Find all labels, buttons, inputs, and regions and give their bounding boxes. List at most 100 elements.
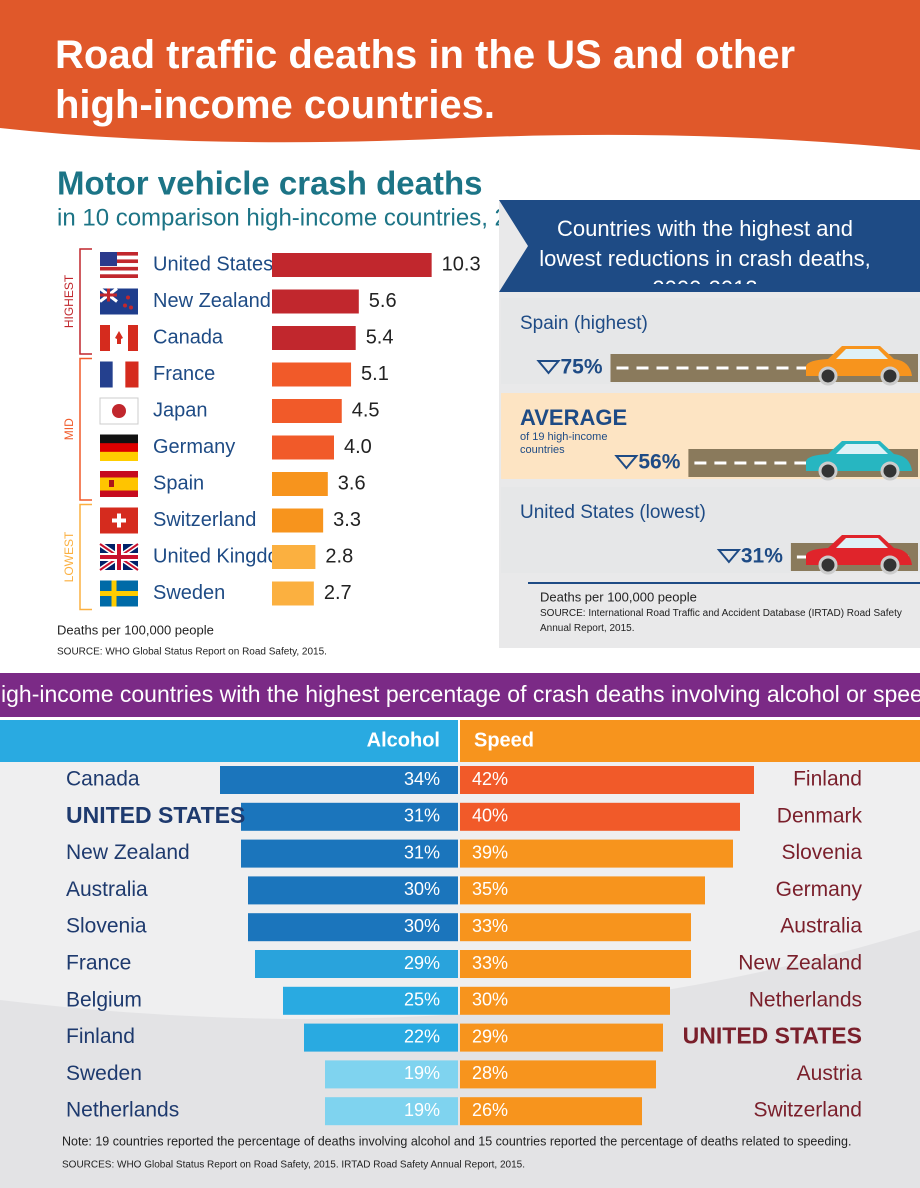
bar [272,289,359,314]
flag-part [100,288,117,302]
bottom-wave [0,930,920,1188]
flag-part [100,252,117,266]
car-wheel [880,461,900,481]
category-label: Netherlands [66,1099,179,1122]
flag [100,507,138,534]
bar [272,362,352,387]
category-label: UNITED STATES [683,1023,862,1049]
bar [460,913,691,942]
source: SOURCES: WHO Global Status Report on Roa… [62,1160,525,1171]
footnote: Note: 19 countries reported the percenta… [62,1134,851,1148]
flag-part [112,513,126,528]
category-label: Finland [793,768,862,791]
bar [272,508,324,533]
flag-part [125,361,139,388]
value-label: 30% [404,916,440,936]
bar [248,913,458,942]
car-window [836,538,888,548]
bar [272,399,342,423]
chart-title: Motor vehicle crash deaths [57,165,482,202]
category-label: UNITED STATES [66,802,245,828]
flag [100,434,138,461]
source: SOURCE: WHO Global Status Report on Road… [57,647,327,658]
flag-part [100,451,138,461]
group-label: LOWEST [62,531,76,582]
value-label: 3.3 [333,509,361,531]
bar [460,802,740,831]
dynamic-layer: HIGHEST United States 10.3 New Zealand 5.6 Ca… [62,248,920,1126]
header-band [0,0,920,150]
value-label: 2.7 [324,582,352,604]
down-arrow [614,455,639,470]
car-wheel [880,366,900,386]
source: SOURCE: International Road Traffic and A… [540,608,902,634]
value-label: 28% [472,1063,508,1083]
flag-part [100,259,138,264]
value-label: 29% [472,1026,508,1046]
bar [272,253,432,277]
flag-part [100,266,138,271]
category-label: Canada [153,326,224,348]
note-box: of 19 high-income countries [520,431,607,456]
bar [325,1097,458,1126]
bar [241,802,458,831]
value-label: 33% [472,953,508,973]
flag [100,471,138,497]
bar [460,1060,656,1089]
flag [98,541,140,573]
value-label: 42% [472,769,508,789]
alcohol-header [0,720,458,762]
category-label: United States [153,253,273,275]
flag-part [112,404,126,418]
panel-source-box: SOURCE: International Road Traffic and A… [540,608,902,634]
value-label: 31% [404,842,440,862]
bar [241,839,458,868]
flag [100,325,138,351]
speed-header [460,720,920,762]
category-label: Japan [153,399,208,421]
value-label: 35% [472,879,508,899]
flag-part [100,434,138,444]
bar [460,1023,663,1052]
bar [460,950,691,978]
flag [100,252,138,278]
car-wheel [818,555,838,575]
group-label: HIGHEST [62,274,76,328]
group-bracket [79,503,92,611]
category-label: Netherlands [749,988,862,1011]
section-banner [0,673,920,717]
category-label: Denmark [777,804,863,827]
category-label: AVERAGE [520,405,627,430]
flag-part [100,274,138,278]
value-label: 4.5 [352,399,380,421]
bar [272,472,328,496]
value-label: 25% [404,990,440,1010]
category-label: France [66,952,131,975]
value-label: 33% [472,916,508,936]
category-label: Australia [66,878,148,901]
unit-note: Deaths per 100,000 people [540,589,697,604]
category-label: Sweden [153,582,225,604]
title-box: Road traffic deaths in the US and other … [55,33,796,127]
category-label: Australia [780,915,862,938]
flag [99,287,138,315]
value-label: 31% [404,806,440,826]
category-label: New Zealand [738,952,862,975]
flag-part [100,361,114,388]
flag-part [100,255,138,260]
flag-part [100,443,138,453]
flag-part [126,295,130,300]
panel-title-box: Countries with the highest and lowest re… [539,216,870,284]
bar [325,1060,458,1089]
category-label: Spain (highest) [520,313,648,334]
bar [304,1023,458,1052]
bar [272,326,356,350]
category-label: New Zealand [153,290,271,312]
bar [460,986,670,1015]
flag-part [109,480,114,487]
value-label: 5.6 [369,290,397,312]
page-title: Road traffic deaths in the US and other … [55,33,796,127]
category-label: Austria [797,1062,863,1085]
down-arrow [536,360,561,375]
value-label: 19% [404,1100,440,1120]
